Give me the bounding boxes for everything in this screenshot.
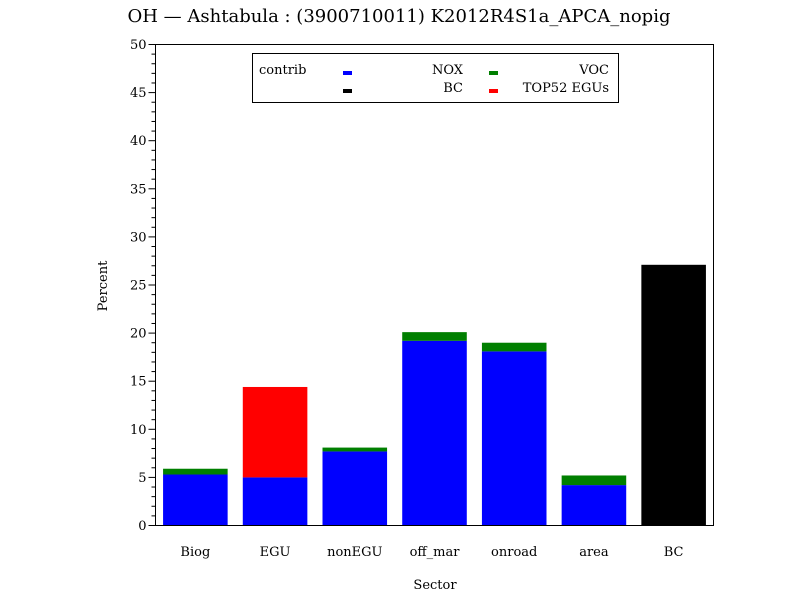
y-tick-label: 30 — [130, 230, 147, 245]
legend-swatch-top52-egus — [489, 89, 498, 93]
x-tick-label-onroad: onroad — [491, 545, 537, 560]
bar-area-nox — [561, 485, 627, 526]
x-tick-label-egu: EGU — [260, 545, 291, 560]
legend-label-top52-egus: TOP52 EGUs — [523, 81, 609, 96]
y-tick-label: 40 — [130, 134, 147, 149]
y-axis: 0 5 10 15 20 25 30 35 40 45 50 — [130, 38, 156, 534]
bar-off-mar-nox — [402, 340, 467, 526]
bar-biog-voc — [163, 468, 228, 475]
bar-nonegu-voc — [322, 447, 388, 452]
bar-bc-bc — [641, 264, 706, 526]
y-tick-label: 35 — [130, 182, 147, 197]
bar-biog-nox — [163, 474, 228, 526]
legend-swatch-voc — [489, 71, 498, 75]
legend: contrib NOX VOC BC TOP52 EGUs — [252, 53, 619, 103]
x-axis: Biog EGU nonEGU off_mar onroad area BC — [180, 545, 683, 560]
y-tick-label: 5 — [138, 471, 146, 486]
legend-label-bc: BC — [443, 81, 463, 96]
bar-nonegu-nox — [322, 451, 388, 526]
y-tick-label: 0 — [138, 519, 146, 534]
x-tick-label-area: area — [579, 545, 609, 560]
x-tick-label-biog: Biog — [180, 545, 210, 560]
bar-onroad-nox — [481, 351, 547, 526]
legend-label-voc: VOC — [578, 63, 609, 78]
legend-swatch-nox — [343, 71, 352, 75]
legend-label-nox: NOX — [432, 63, 464, 78]
bar-onroad-voc — [481, 342, 547, 352]
bars-group — [163, 264, 706, 526]
bar-egu-top52-egus — [242, 386, 308, 478]
bar-off-mar-voc — [402, 332, 467, 341]
y-tick-label: 20 — [130, 327, 147, 342]
y-tick-label: 45 — [130, 86, 147, 101]
x-tick-label-nonegu: nonEGU — [327, 545, 382, 560]
y-tick-label: 50 — [130, 38, 147, 53]
y-tick-label: 10 — [130, 423, 147, 438]
x-tick-label-bc: BC — [664, 545, 684, 560]
y-tick-label: 25 — [130, 279, 147, 294]
x-axis-label: Sector — [413, 578, 457, 593]
chart-title: OH — Ashtabula : (3900710011) K2012R4S1a… — [128, 6, 671, 27]
y-tick-label: 15 — [130, 375, 147, 390]
legend-title: contrib — [259, 63, 306, 78]
legend-swatch-bc — [343, 89, 352, 93]
y-axis-label: Percent — [96, 260, 111, 311]
x-tick-label-off-mar: off_mar — [410, 545, 461, 560]
bar-area-voc — [561, 475, 627, 486]
bar-egu-nox — [242, 477, 308, 526]
legend-box — [252, 53, 619, 103]
